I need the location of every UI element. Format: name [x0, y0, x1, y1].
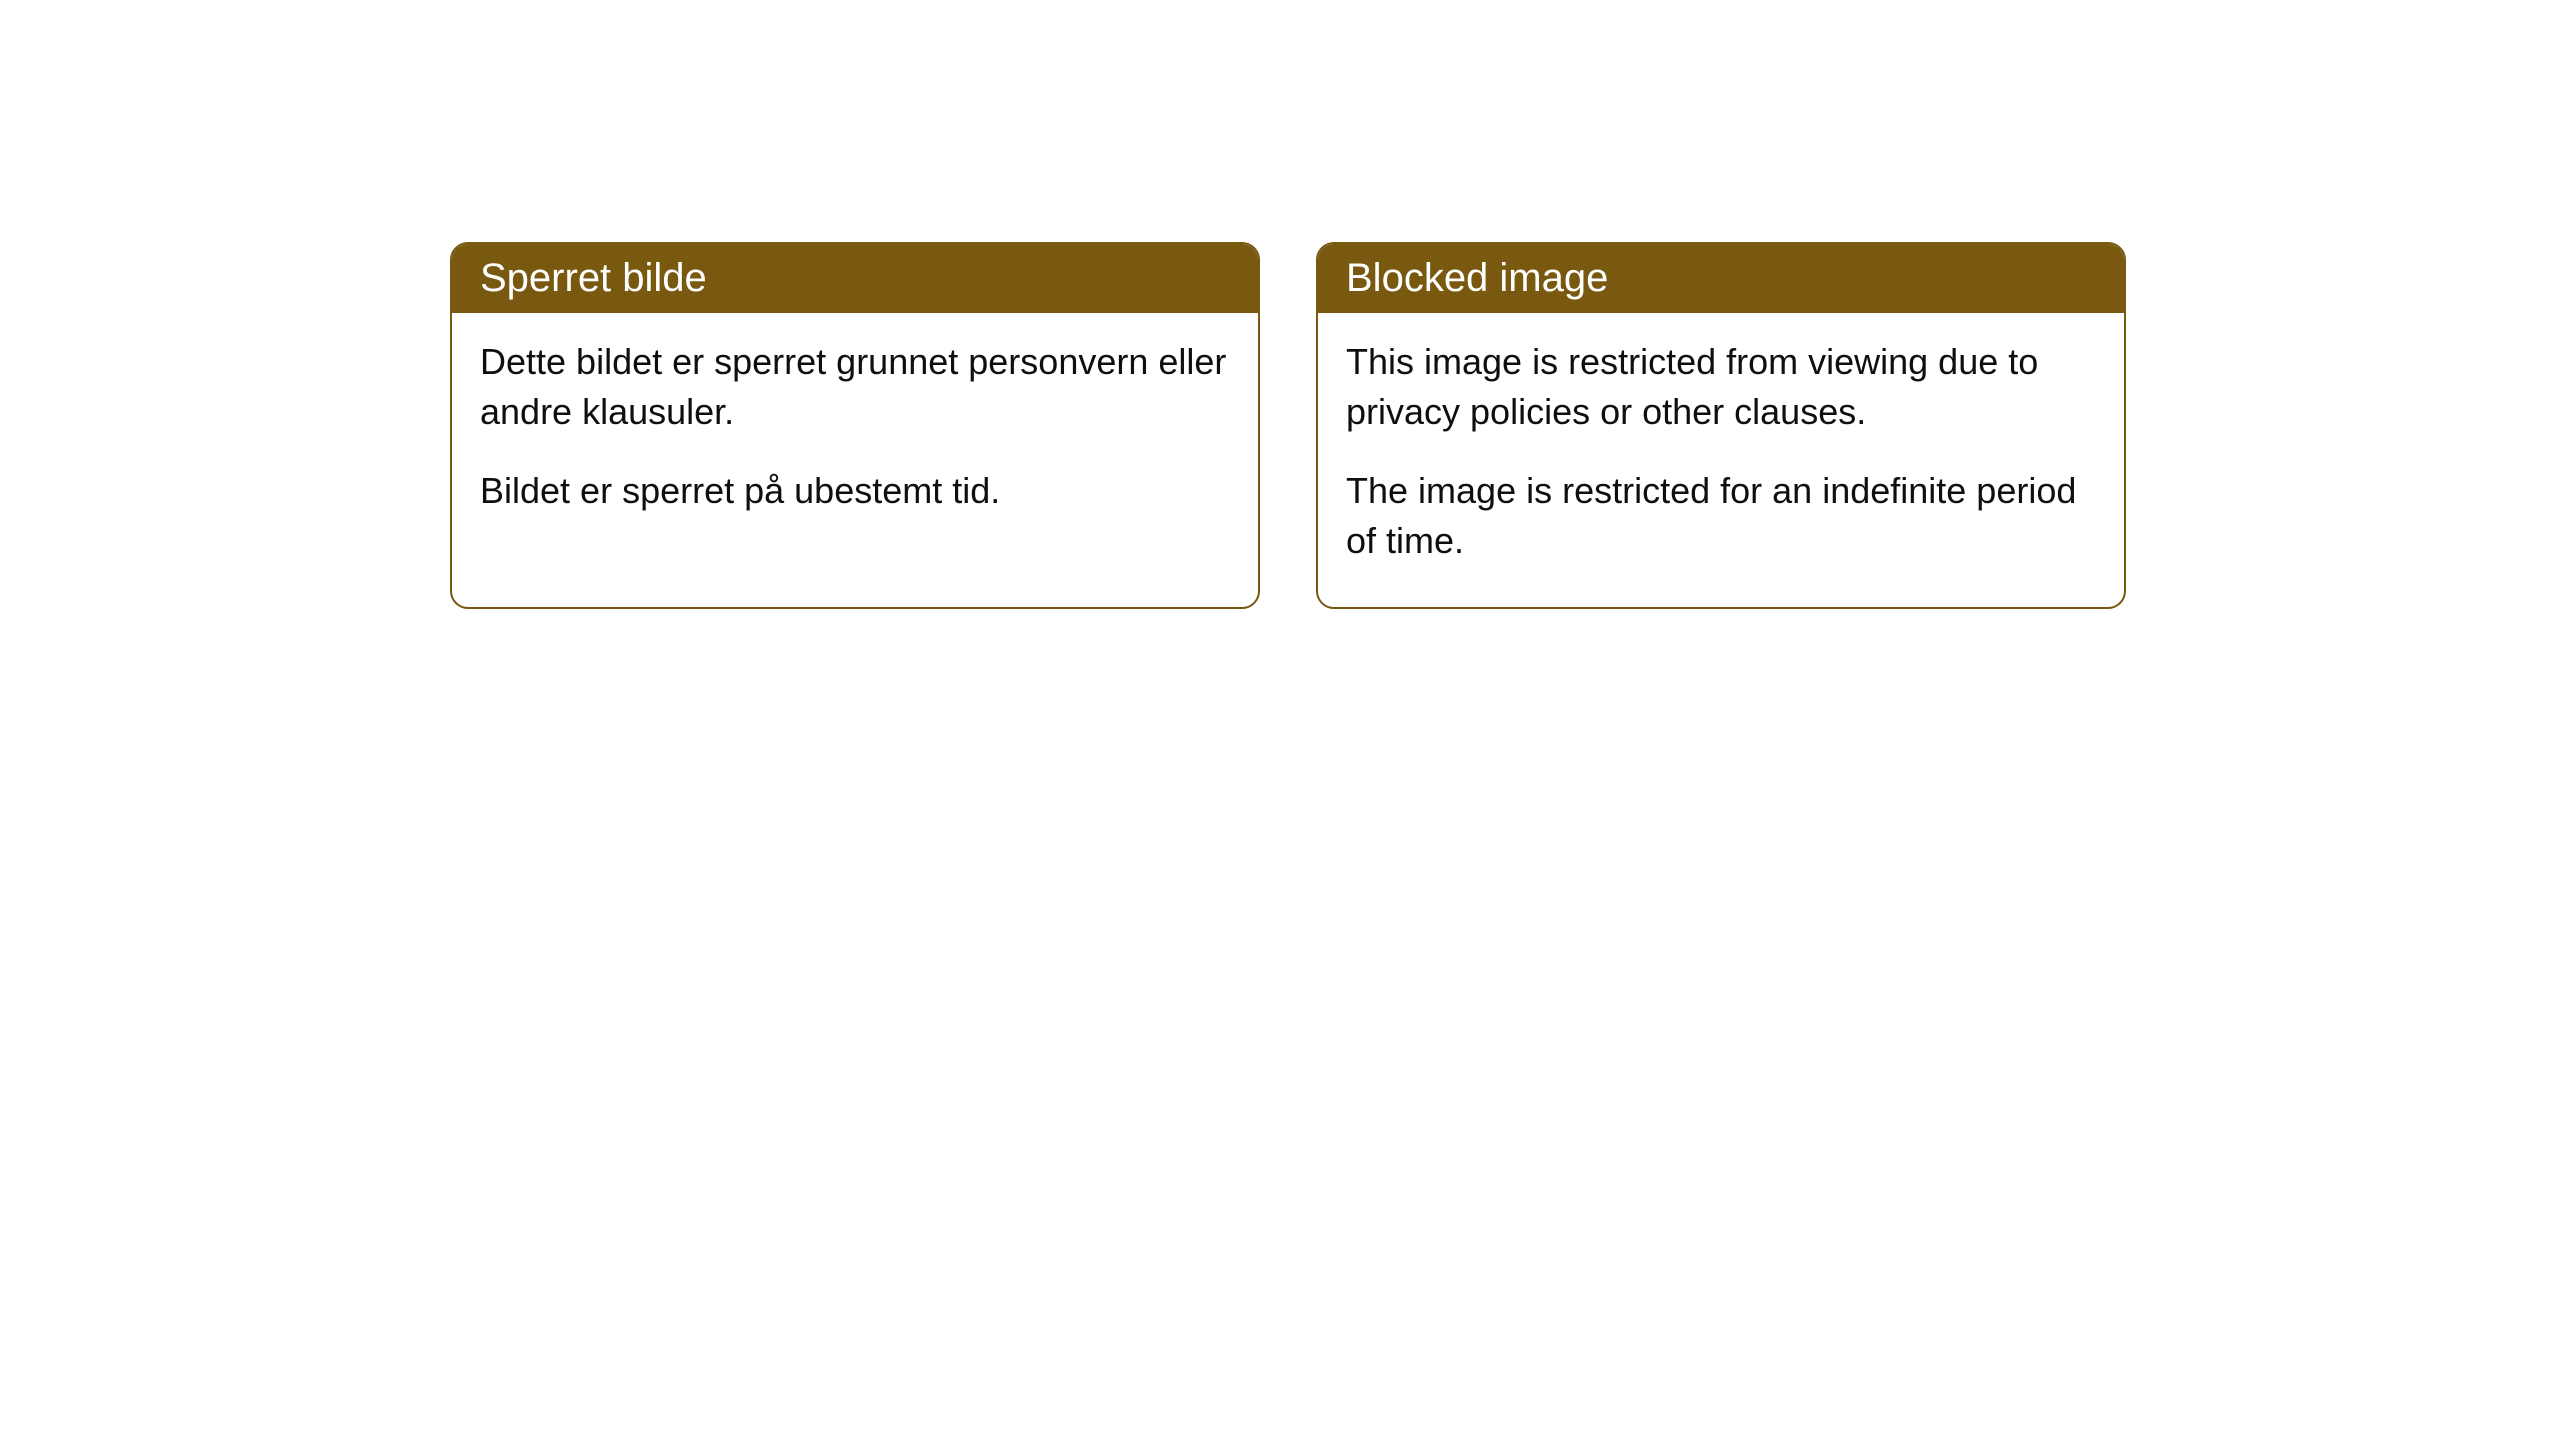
- card-paragraph-1-en: This image is restricted from viewing du…: [1346, 337, 2096, 438]
- card-paragraph-1-no: Dette bildet er sperret grunnet personve…: [480, 337, 1230, 438]
- card-paragraph-2-en: The image is restricted for an indefinit…: [1346, 466, 2096, 567]
- cards-container: Sperret bilde Dette bildet er sperret gr…: [450, 242, 2126, 609]
- card-title-no: Sperret bilde: [480, 256, 707, 300]
- card-header-no: Sperret bilde: [452, 244, 1258, 313]
- card-body-no: Dette bildet er sperret grunnet personve…: [452, 313, 1258, 556]
- card-title-en: Blocked image: [1346, 256, 1608, 300]
- card-paragraph-2-no: Bildet er sperret på ubestemt tid.: [480, 466, 1230, 516]
- card-header-en: Blocked image: [1318, 244, 2124, 313]
- blocked-image-card-en: Blocked image This image is restricted f…: [1316, 242, 2126, 609]
- card-body-en: This image is restricted from viewing du…: [1318, 313, 2124, 607]
- blocked-image-card-no: Sperret bilde Dette bildet er sperret gr…: [450, 242, 1260, 609]
